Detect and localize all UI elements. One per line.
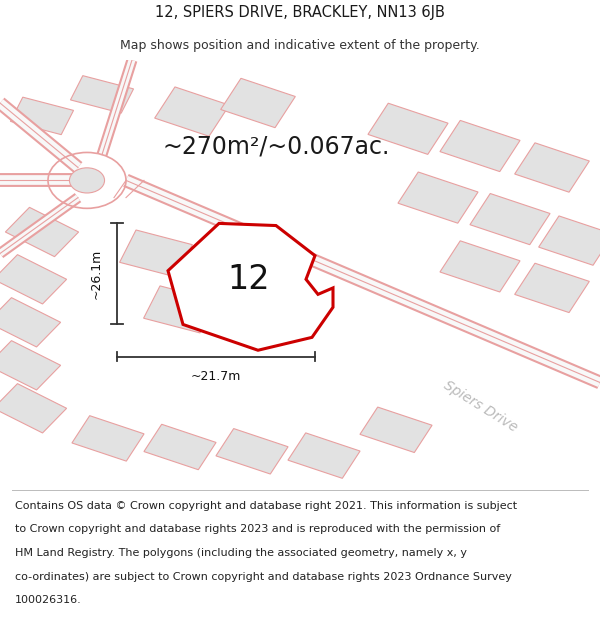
- Text: Contains OS data © Crown copyright and database right 2021. This information is : Contains OS data © Crown copyright and d…: [15, 501, 517, 511]
- Polygon shape: [0, 254, 67, 304]
- Polygon shape: [221, 78, 295, 128]
- Text: 100026316.: 100026316.: [15, 595, 82, 605]
- Polygon shape: [398, 172, 478, 223]
- Polygon shape: [119, 230, 193, 277]
- Circle shape: [70, 168, 104, 193]
- Polygon shape: [360, 407, 432, 452]
- Polygon shape: [0, 384, 67, 433]
- Polygon shape: [368, 103, 448, 154]
- Polygon shape: [440, 241, 520, 292]
- Text: ~21.7m: ~21.7m: [191, 369, 241, 382]
- Polygon shape: [539, 216, 600, 265]
- Text: Map shows position and indicative extent of the property.: Map shows position and indicative extent…: [120, 39, 480, 51]
- Polygon shape: [515, 263, 589, 312]
- Polygon shape: [70, 76, 134, 113]
- Polygon shape: [0, 298, 61, 347]
- Polygon shape: [5, 208, 79, 257]
- Polygon shape: [144, 424, 216, 470]
- Text: 12: 12: [227, 262, 271, 296]
- Polygon shape: [288, 433, 360, 478]
- Text: to Crown copyright and database rights 2023 and is reproduced with the permissio: to Crown copyright and database rights 2…: [15, 524, 500, 534]
- Polygon shape: [143, 286, 217, 333]
- Polygon shape: [515, 143, 589, 192]
- Polygon shape: [72, 416, 144, 461]
- Polygon shape: [0, 341, 61, 390]
- Polygon shape: [470, 194, 550, 244]
- Text: Spiers Drive: Spiers Drive: [440, 378, 520, 434]
- Text: ~26.1m: ~26.1m: [89, 249, 103, 299]
- Text: ~270m²/~0.067ac.: ~270m²/~0.067ac.: [163, 134, 389, 158]
- Text: co-ordinates) are subject to Crown copyright and database rights 2023 Ordnance S: co-ordinates) are subject to Crown copyr…: [15, 572, 512, 582]
- Polygon shape: [440, 121, 520, 172]
- Text: 12, SPIERS DRIVE, BRACKLEY, NN13 6JB: 12, SPIERS DRIVE, BRACKLEY, NN13 6JB: [155, 4, 445, 19]
- Polygon shape: [216, 429, 288, 474]
- Text: HM Land Registry. The polygons (including the associated geometry, namely x, y: HM Land Registry. The polygons (includin…: [15, 548, 467, 558]
- Polygon shape: [10, 97, 74, 134]
- Polygon shape: [168, 223, 333, 350]
- Polygon shape: [155, 87, 229, 136]
